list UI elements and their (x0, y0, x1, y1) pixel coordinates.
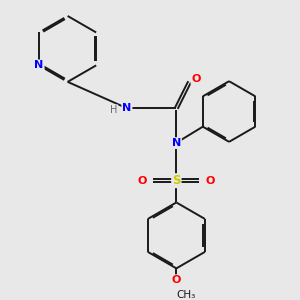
Text: O: O (137, 176, 147, 186)
Text: N: N (122, 103, 132, 113)
Text: S: S (172, 174, 181, 187)
Text: CH₃: CH₃ (177, 290, 196, 300)
Text: O: O (206, 176, 215, 186)
Text: O: O (172, 275, 181, 285)
Text: O: O (191, 74, 201, 84)
Text: H: H (110, 105, 117, 115)
Text: N: N (34, 60, 44, 70)
Text: N: N (172, 138, 181, 148)
